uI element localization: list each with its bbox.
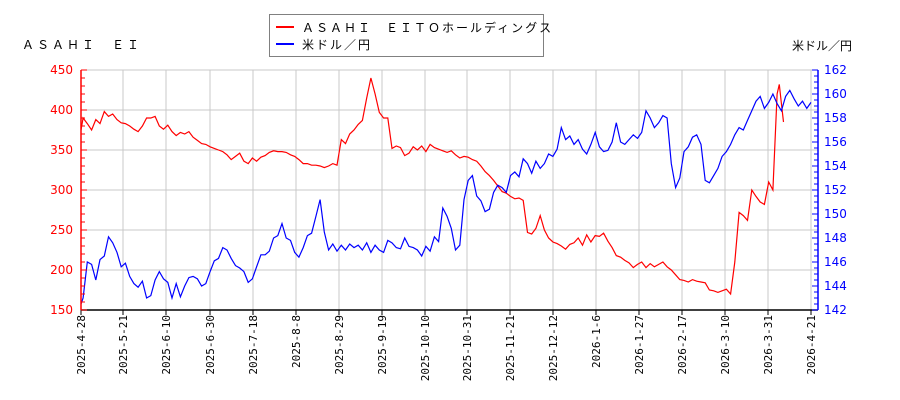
x-tick-label: 2025-11-21 — [504, 315, 517, 381]
y-right-tick-label: 160 — [824, 87, 847, 101]
gridlines — [81, 69, 818, 310]
x-tick-label: 2025-4-28 — [75, 315, 88, 375]
plot-lines — [80, 77, 812, 305]
legend-item-stock: ＡＳＡＨＩ ＥＩＴＯホールディングス — [276, 19, 553, 35]
y-left-tick-label: 450 — [50, 63, 73, 77]
x-tick-label: 2025-8-29 — [333, 315, 346, 375]
y-right-tick-label: 144 — [824, 279, 847, 293]
y-right-tick-label: 156 — [824, 135, 847, 149]
x-tick-label: 2025-8-8 — [290, 315, 303, 368]
y-right-tick-label: 162 — [824, 63, 847, 77]
fx-line-swatch-icon — [276, 43, 294, 45]
x-tick-label: 2026-3-31 — [762, 315, 775, 375]
y-right-tick-label: 146 — [824, 255, 847, 269]
stock-line-swatch-icon — [276, 26, 294, 28]
y-left-tick-label: 250 — [50, 223, 73, 237]
x-tick-label: 2025-10-31 — [461, 315, 474, 381]
x-tick-label: 2026-2-17 — [676, 315, 689, 375]
x-tick-label: 2025-12-12 — [547, 315, 560, 381]
usd-jpy-line — [80, 89, 812, 305]
y-right-tick-label: 148 — [824, 231, 847, 245]
x-tick-label: 2025-7-18 — [247, 315, 260, 375]
y-left-tick-label: 300 — [50, 183, 73, 197]
y-right-tick-label: 152 — [824, 183, 847, 197]
stock-price-line — [80, 77, 785, 296]
x-tick-label: 2026-3-10 — [719, 315, 732, 375]
legend-item-fx: 米ドル／円 — [276, 36, 372, 52]
x-tick-label: 2025-6-30 — [204, 315, 217, 375]
x-tick-label: 2025-10-10 — [419, 315, 432, 381]
legend: ＡＳＡＨＩ ＥＩＴＯホールディングス 米ドル／円 — [269, 14, 551, 57]
y-left-tick-label: 400 — [50, 103, 73, 117]
x-tick-label: 2026-1-27 — [633, 315, 646, 375]
x-tick-label: 2025-5-21 — [117, 315, 130, 375]
y-right-tick-label: 150 — [824, 207, 847, 221]
y-left-tick-label: 150 — [50, 303, 73, 317]
y-left-tick-label: 200 — [50, 263, 73, 277]
right-axis-unit-label: 米ドル／円 — [792, 39, 853, 53]
y-right-tick-label: 154 — [824, 159, 847, 173]
x-tick-label: 2026-1-6 — [590, 315, 603, 368]
x-tick-label: 2026-4-21 — [805, 315, 818, 375]
y-right-tick-label: 142 — [824, 303, 847, 317]
legend-label-stock: ＡＳＡＨＩ ＥＩＴＯホールディングス — [302, 20, 554, 35]
chart-title: ＡＳＡＨＩ ＥＩ — [22, 38, 143, 52]
legend-label-fx: 米ドル／円 — [302, 37, 373, 52]
x-tick-label: 2025-6-10 — [160, 315, 173, 375]
y-left-tick-label: 350 — [50, 143, 73, 157]
axes: 2025-4-28 2025-5-21 2025-6-10 2025-6-30 2025… — [50, 63, 847, 381]
y-right-tick-label: 158 — [824, 111, 847, 125]
x-tick-label: 2025-9-19 — [376, 315, 389, 375]
